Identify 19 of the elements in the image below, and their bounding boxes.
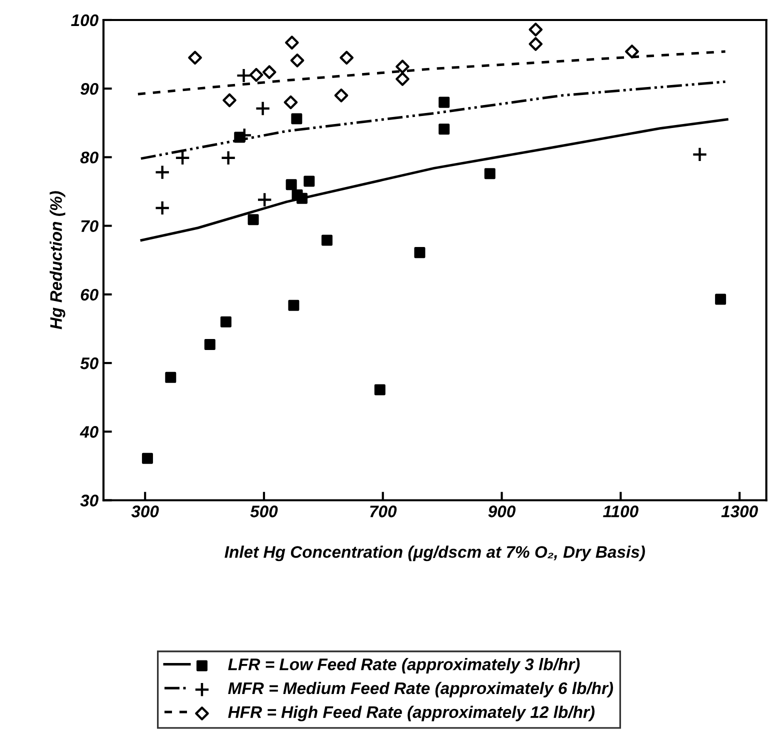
x-tick-label: 500 — [250, 506, 278, 518]
x-tick-label: 300 — [131, 506, 159, 518]
y-axis-title: Hg Reduction (%) — [50, 191, 66, 330]
x-tick-label: 1100 — [603, 506, 638, 518]
legend-label: MFR = Medium Feed Rate (approximately 6 lb/hr) — [228, 682, 614, 698]
x-tick-label: 1300 — [721, 506, 758, 518]
y-tick-label: 40 — [80, 426, 98, 438]
legend-label: HFR = High Feed Rate (approximately 12 lb/hr) — [228, 706, 595, 722]
y-tick-label: 60 — [80, 288, 98, 301]
y-tick-label: 100 — [71, 14, 98, 26]
y-tick-label: 50 — [80, 357, 98, 370]
y-tick-label: 80 — [80, 152, 98, 164]
x-tick-label: 900 — [488, 506, 516, 518]
y-tick-label: 30 — [80, 494, 98, 506]
y-tick-label: 70 — [81, 220, 98, 232]
x-axis-title: Inlet Hg Concentration (μg/dscm at 7% O₂, Dry Basis) — [224, 546, 645, 562]
y-tick-label: 90 — [80, 82, 98, 95]
legend-label: LFR = Low Feed Rate (approximately 3 lb/hr) — [228, 658, 580, 674]
x-tick-label: 700 — [370, 506, 397, 518]
